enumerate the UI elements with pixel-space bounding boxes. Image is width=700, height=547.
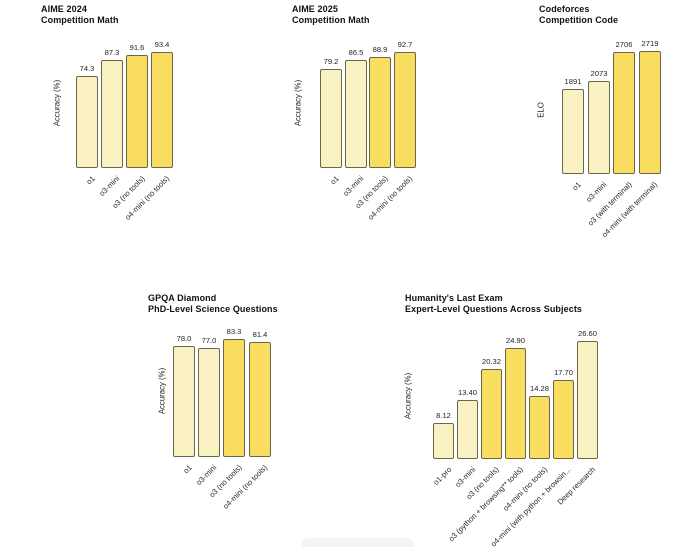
- chart-subtitle: Expert-Level Questions Across Subjects: [405, 304, 583, 314]
- x-tick-label: Deep research: [555, 465, 597, 507]
- bar-o4-mini-no-tools: [529, 395, 550, 459]
- bar-o1: [76, 76, 98, 168]
- chart-title-block: Codeforces Competition Code: [539, 4, 618, 26]
- bar-o1: [562, 88, 584, 174]
- bar-value-label: 17.70: [553, 368, 574, 378]
- x-tick-label: o1-pro: [430, 465, 453, 487]
- chart-subtitle: Competition Code: [539, 15, 619, 25]
- x-tick-label: o1: [570, 180, 583, 193]
- chart-title: Codeforces: [539, 4, 590, 14]
- x-tick-label: o3-mini: [341, 174, 366, 198]
- chart-title-block: AIME 2025 Competition Math: [292, 4, 370, 26]
- x-tick-label: o4-mini (no tools): [123, 174, 172, 222]
- bar-value-label: 87.3: [104, 48, 120, 57]
- bar-value-label: 8.12: [436, 410, 451, 420]
- bar-o3-mini: [588, 80, 610, 174]
- bar-o3-mini: [345, 59, 367, 168]
- chart-title: Humanity's Last Exam: [405, 293, 503, 303]
- x-tick-label: o3-mini: [452, 465, 477, 489]
- x-tick-label: o4-mini (no tools): [221, 463, 270, 511]
- chart-subtitle: PhD-Level Science Questions: [148, 304, 278, 314]
- bar-o3-with-terminal: [613, 52, 635, 174]
- bar-value-label: 24.90: [505, 336, 526, 346]
- bar-value-label: 2706: [615, 40, 633, 49]
- bar-value-label: 81.4: [252, 329, 268, 339]
- bar-o3-no-tools: [481, 368, 502, 459]
- x-tick-label: o4-mini (no tools): [366, 174, 415, 222]
- chart-title: GPQA Diamond: [148, 293, 217, 303]
- bar-value-label: 26.60: [577, 328, 598, 338]
- bar-value-label: 83.3: [226, 326, 242, 336]
- bar-o4-mini-no-tools: [151, 52, 173, 168]
- bar-o3-python-browsing-tools: [505, 348, 526, 459]
- bar-o4-mini-with-terminal: [639, 51, 661, 174]
- x-tick-label: o3-mini: [97, 174, 122, 198]
- x-tick-label: o3-mini: [584, 180, 609, 204]
- bar-o1-pro: [433, 422, 454, 459]
- x-tick-label: o3-mini: [194, 463, 219, 487]
- bar-deep-research: [577, 340, 598, 459]
- bar-o3-no-tools: [223, 338, 245, 457]
- bar-value-label: 86.5: [348, 47, 364, 57]
- bar-value-label: 79.2: [323, 57, 339, 66]
- bar-o1: [320, 69, 342, 168]
- x-tick-label: o3 (no tools): [464, 465, 501, 502]
- y-axis-label: Accuracy (%): [293, 79, 303, 127]
- bar-value-label: 78.0: [176, 334, 192, 344]
- bottom-overlay-pill: [301, 538, 415, 547]
- bar-value-label: 77.0: [201, 335, 217, 345]
- bar-o1: [173, 346, 195, 457]
- bar-value-label: 74.3: [79, 64, 95, 74]
- y-axis-label: ELO: [536, 102, 546, 118]
- bar-o3-no-tools: [126, 54, 148, 168]
- bar-value-label: 1891: [564, 76, 582, 86]
- y-axis-label: Accuracy (%): [52, 79, 62, 127]
- x-tick-label: o1: [328, 174, 341, 187]
- x-tick-label: o1: [181, 463, 194, 476]
- y-axis-label: Accuracy (%): [157, 367, 167, 415]
- bar-value-label: 2719: [641, 39, 659, 49]
- bar-o4-mini-no-tools: [249, 341, 271, 457]
- chart-subtitle: Competition Math: [292, 15, 370, 25]
- bar-o4-mini-no-tools: [394, 52, 416, 168]
- bar-value-label: 91.6: [129, 42, 145, 52]
- chart-subtitle: Competition Math: [41, 15, 119, 25]
- x-tick-label: o4-mini (with terminal): [600, 180, 660, 240]
- chart-title-block: Humanity's Last Exam Expert-Level Questio…: [405, 293, 582, 315]
- bar-o3-mini: [457, 399, 478, 459]
- x-tick-label: o3 (no tools): [207, 463, 244, 500]
- bar-value-label: 20.32: [481, 356, 502, 366]
- bar-value-label: 92.7: [397, 40, 413, 50]
- x-tick-label: o3 (no tools): [353, 174, 390, 211]
- bar-o3-mini: [101, 60, 123, 168]
- chart-title: AIME 2025: [292, 4, 338, 14]
- bar-o4-mini-with-python-browsin: [553, 380, 574, 459]
- bar-value-label: 14.28: [529, 383, 550, 393]
- x-tick-label: o3 (python + browsing** tools): [446, 465, 525, 544]
- x-tick-label: o3 (no tools): [110, 174, 147, 211]
- y-axis-label: Accuracy (%): [403, 372, 413, 420]
- bar-value-label: 2073: [590, 68, 608, 78]
- bar-value-label: 13.40: [457, 387, 478, 397]
- x-tick-label: o3 (with terminal): [585, 180, 634, 228]
- chart-title-block: AIME 2024 Competition Math: [41, 4, 119, 26]
- x-tick-label: o4-mini (with python + browsin...: [489, 465, 573, 547]
- bar-o3-mini: [198, 347, 220, 457]
- chart-title: AIME 2024: [41, 4, 87, 14]
- bar-value-label: 88.9: [372, 44, 388, 54]
- bar-value-label: 93.4: [154, 40, 170, 50]
- x-tick-label: o4-mini (no tools): [501, 465, 549, 513]
- bar-o3-no-tools: [369, 56, 391, 168]
- chart-title-block: GPQA Diamond PhD-Level Science Questions: [148, 293, 278, 315]
- x-tick-label: o1: [84, 174, 97, 187]
